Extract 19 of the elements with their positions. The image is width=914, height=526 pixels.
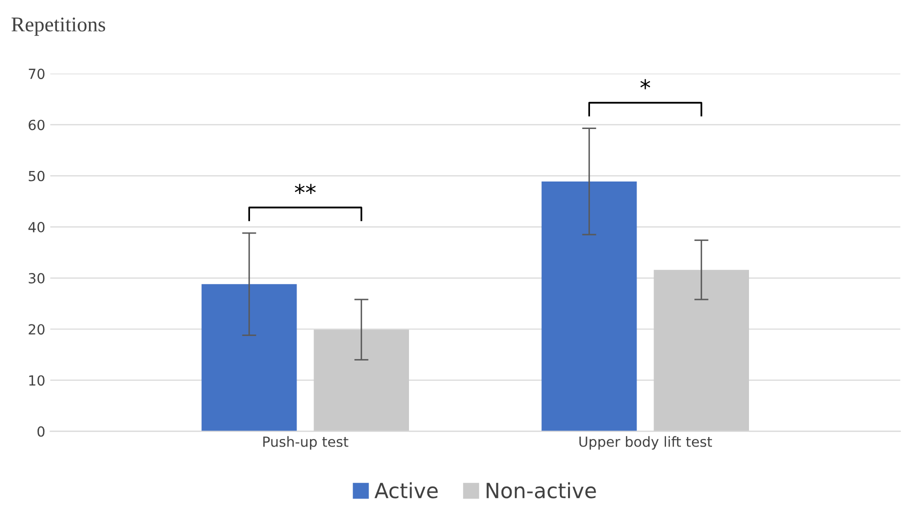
bar xyxy=(202,284,297,432)
x-tick-label: Upper body lift test xyxy=(579,436,712,450)
y-axis-title: Repetitions xyxy=(12,18,106,36)
y-tick-label: 60 xyxy=(28,120,44,130)
x-tick-label: Push-up test xyxy=(263,436,348,450)
annotation: ** xyxy=(294,184,316,194)
y-tick-label: 20 xyxy=(28,324,44,335)
y-tick-label: 70 xyxy=(28,68,44,80)
annotation: * xyxy=(640,79,650,90)
y-tick-label: 10 xyxy=(29,375,44,386)
bar xyxy=(654,270,749,432)
bar xyxy=(542,181,637,432)
legend-label: Active xyxy=(374,482,438,498)
y-tick-label: 50 xyxy=(28,170,44,182)
y-tick-label: 30 xyxy=(28,272,44,284)
legend-label: Non-active xyxy=(486,482,596,498)
bar xyxy=(314,330,409,432)
y-tick-label: 0 xyxy=(37,426,44,437)
y-tick-label: 40 xyxy=(28,222,44,232)
